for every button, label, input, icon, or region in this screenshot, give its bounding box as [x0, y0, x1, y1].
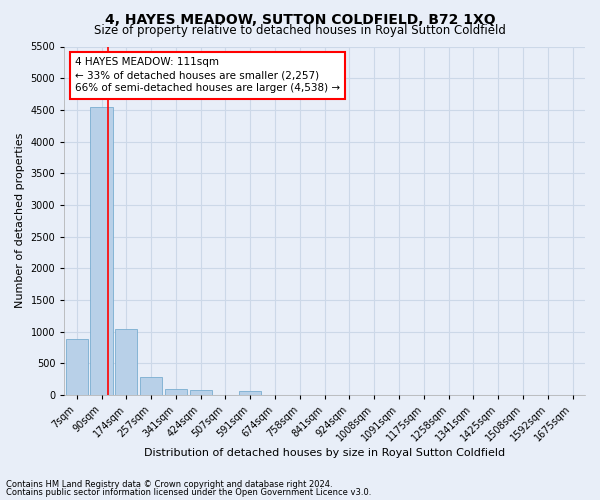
- X-axis label: Distribution of detached houses by size in Royal Sutton Coldfield: Distribution of detached houses by size …: [144, 448, 505, 458]
- Bar: [140, 376, 162, 395]
- Text: 4, HAYES MEADOW, SUTTON COLDFIELD, B72 1XQ: 4, HAYES MEADOW, SUTTON COLDFIELD, B72 1…: [104, 12, 496, 26]
- Bar: [165, 388, 187, 395]
- Bar: [91, 108, 113, 395]
- Text: Contains public sector information licensed under the Open Government Licence v3: Contains public sector information licen…: [6, 488, 371, 497]
- Text: 4 HAYES MEADOW: 111sqm
← 33% of detached houses are smaller (2,257)
66% of semi-: 4 HAYES MEADOW: 111sqm ← 33% of detached…: [75, 57, 340, 94]
- Text: Size of property relative to detached houses in Royal Sutton Coldfield: Size of property relative to detached ho…: [94, 24, 506, 37]
- Bar: [190, 390, 212, 395]
- Bar: [115, 329, 137, 395]
- Text: Contains HM Land Registry data © Crown copyright and database right 2024.: Contains HM Land Registry data © Crown c…: [6, 480, 332, 489]
- Y-axis label: Number of detached properties: Number of detached properties: [15, 133, 25, 308]
- Bar: [239, 391, 262, 395]
- Bar: [65, 340, 88, 395]
